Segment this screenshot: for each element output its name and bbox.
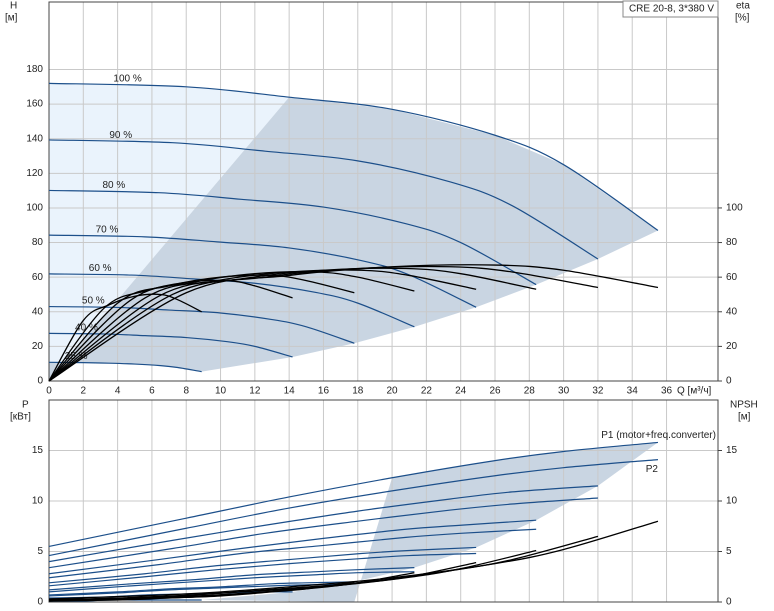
plot-layer: 0 2 4 6 8 10 12 14 16 18 20 22 24 26 28 30 32 34 360204060…	[26, 1, 743, 608]
y-tick-label: 15	[32, 445, 44, 456]
curve	[48, 458, 659, 557]
y2-tick-label: 15	[726, 445, 738, 456]
curve	[48, 305, 355, 344]
y2-axis-unit: [м]	[738, 412, 751, 423]
secondary-curve	[48, 293, 202, 382]
y-tick-label: 40	[32, 306, 44, 317]
y-tick-label: 60	[32, 272, 44, 283]
y-axis-label: P	[22, 400, 29, 411]
x-tick-label: 28	[524, 386, 536, 397]
y2-axis-label: eta	[736, 1, 750, 12]
y2-tick-label: 80	[726, 237, 738, 248]
x-axis-label: Q [м³/ч]	[677, 386, 712, 397]
y-axis-unit: [м]	[5, 13, 18, 24]
x-tick-label: 14	[284, 386, 296, 397]
plot-frame	[48, 399, 719, 603]
x-tick-label: 36	[661, 386, 673, 397]
y-tick-label: 20	[32, 341, 44, 352]
y-tick-label: 0	[37, 597, 43, 608]
y-tick-label: 120	[26, 168, 43, 179]
curve-label: 60 %	[89, 263, 112, 274]
curve	[48, 361, 202, 373]
x-tick-label: 20	[387, 386, 399, 397]
curve	[48, 567, 415, 591]
x-tick-label: 24	[455, 386, 467, 397]
y2-tick-label: 10	[726, 496, 738, 507]
curve-label: 50 %	[82, 296, 105, 307]
curve	[48, 552, 477, 587]
y2-tick-label: 20	[726, 341, 738, 352]
curve	[48, 82, 659, 231]
y2-tick-label: 100	[726, 203, 743, 214]
y2-axis-unit: [%]	[735, 13, 750, 24]
title-box	[622, 0, 719, 18]
secondary-curve	[48, 271, 415, 382]
x-tick-label: 34	[627, 386, 639, 397]
curve	[48, 485, 598, 563]
secondary-curve	[48, 279, 293, 382]
x-tick-label: 30	[558, 386, 570, 397]
y2-axis-label: NPSH	[730, 400, 758, 411]
chart-title: CRE 20-8, 3*380 V	[629, 4, 714, 15]
x-tick-label: 8	[183, 386, 189, 397]
y-tick-label: 160	[26, 99, 43, 110]
curve-label: P1 (motor+freq.converter)	[601, 430, 716, 441]
curve-label: 90 %	[109, 130, 132, 141]
curve	[48, 139, 599, 260]
curve-label: 100 %	[113, 74, 141, 85]
x-tick-label: 16	[318, 386, 330, 397]
curve	[48, 528, 537, 579]
y2-tick-label: 0	[726, 376, 732, 387]
x-tick-label: 32	[592, 386, 604, 397]
x-tick-label: 6	[149, 386, 155, 397]
curve	[48, 441, 659, 548]
curve	[48, 546, 477, 584]
curve	[48, 332, 293, 358]
curve-label: P2	[646, 464, 659, 475]
x-tick-label: 12	[249, 386, 261, 397]
x-tick-label: 22	[421, 386, 433, 397]
y-axis-label: H	[10, 1, 17, 12]
y-tick-label: 180	[26, 64, 43, 75]
x-tick-label: 0	[46, 386, 52, 397]
curve-label: 25 %	[65, 351, 88, 362]
y-tick-label: 5	[37, 546, 43, 557]
curve	[48, 571, 415, 593]
y-tick-label: 0	[37, 376, 43, 387]
curve-label: 70 %	[96, 225, 119, 236]
x-tick-label: 2	[81, 386, 87, 397]
operating-area	[49, 97, 658, 381]
y2-tick-label: 60	[726, 272, 738, 283]
curve	[48, 583, 355, 597]
y-tick-label: 140	[26, 133, 43, 144]
curve	[48, 519, 537, 575]
y-tick-label: 10	[32, 496, 44, 507]
y2-tick-label: 0	[726, 597, 732, 608]
y-tick-label: 80	[32, 237, 44, 248]
y2-tick-label: 40	[726, 306, 738, 317]
y-axis-unit: [кВт]	[10, 412, 31, 423]
secondary-curve	[48, 274, 355, 382]
chart-panel: 0 5 10 15 0 5 10 15 P1 (motor+freq.converter) P2	[32, 399, 738, 608]
curve	[48, 273, 415, 328]
secondary-curve	[48, 581, 355, 602]
x-tick-label: 10	[215, 386, 227, 397]
x-tick-label: 26	[489, 386, 501, 397]
y2-tick-label: 5	[726, 546, 732, 557]
chart-panel: 0 2 4 6 8 10 12 14 16 18 20 22 24 26 28 30 32 34 360204060…	[26, 1, 743, 397]
curve-label: 80 %	[102, 180, 125, 191]
operating-area-light	[49, 83, 290, 382]
y-tick-label: 100	[26, 203, 43, 214]
curve	[48, 189, 537, 286]
curve	[48, 581, 355, 596]
x-tick-label: 18	[352, 386, 364, 397]
plot-frame	[48, 1, 719, 382]
x-tick-label: 4	[115, 386, 121, 397]
curve	[48, 497, 598, 569]
operating-area	[201, 442, 658, 602]
